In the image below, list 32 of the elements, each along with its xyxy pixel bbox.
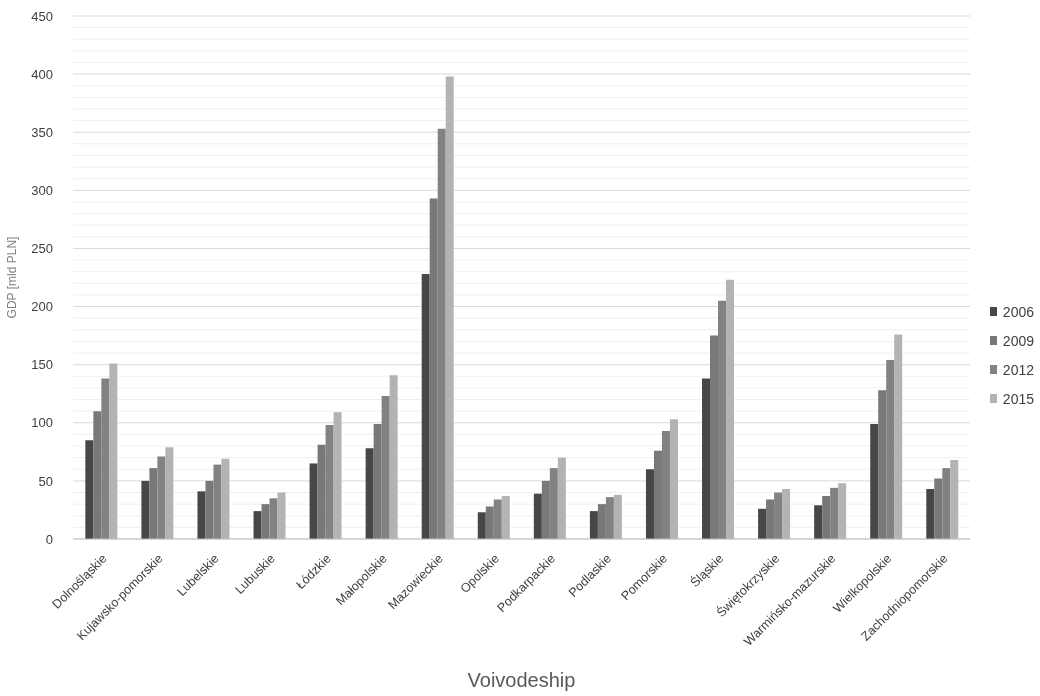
bar [85, 440, 94, 539]
y-tick-label: 50 [38, 473, 53, 489]
y-tick-label: 400 [31, 66, 53, 82]
bar [702, 378, 711, 539]
bar [421, 274, 430, 539]
bar [589, 511, 598, 539]
y-tick-label: 250 [31, 241, 53, 257]
y-tick-label: 350 [31, 124, 53, 140]
bar [141, 480, 150, 539]
y-tick-label: 200 [31, 299, 53, 315]
legend-label: 2012 [1002, 361, 1034, 378]
bar [814, 505, 823, 539]
x-axis-title: Voivodeship [467, 669, 576, 691]
bar [197, 491, 206, 539]
y-tick-label: 150 [31, 357, 53, 373]
bar [645, 469, 654, 539]
y-tick-label: 300 [31, 182, 53, 198]
legend-label: 2015 [1002, 390, 1034, 407]
bar [253, 511, 262, 539]
y-axis-title: GDP [mld PLN] [5, 236, 19, 319]
bar [533, 493, 542, 539]
bar [309, 463, 318, 539]
legend-label: 2009 [1002, 332, 1034, 349]
y-tick-label: 100 [31, 415, 53, 431]
bar [870, 423, 879, 539]
bar [477, 512, 486, 539]
bar [926, 489, 935, 539]
bar [758, 508, 767, 539]
legend-label: 2006 [1002, 303, 1034, 320]
y-tick-label: 450 [31, 8, 53, 24]
y-tick-label: 0 [45, 531, 53, 547]
bar [365, 448, 374, 539]
